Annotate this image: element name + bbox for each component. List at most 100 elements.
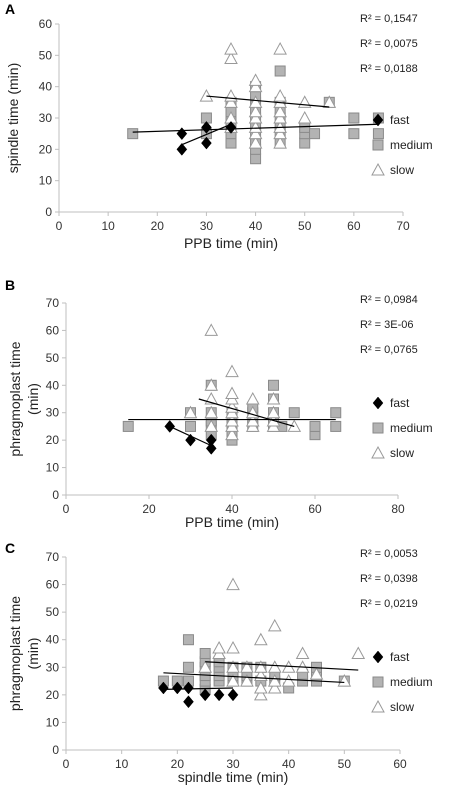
data-point-slow [225,413,239,427]
data-point-slow [226,660,240,673]
chart-panel-b: B 0 10 20 30 40 50 60 70 0 20 40 60 80 PPB time (min) p… [5,277,433,530]
trendline-fast [163,687,234,690]
data-point-medium [372,422,384,434]
data-point-medium [309,128,321,140]
x-tick-label: 80 [391,502,405,516]
y-tick-label: 20 [39,142,53,156]
x-tick-label: 50 [298,219,312,233]
trendline-medium [132,123,379,133]
x-tick-label: 10 [101,219,115,233]
data-point-fast [172,681,183,695]
data-point-slow [267,660,282,673]
y-tick-label: 10 [46,461,60,475]
data-point-slow [248,126,263,140]
y-tick-label: 30 [46,406,60,420]
data-point-slow [245,413,260,427]
legend-label-medium: medium [390,138,433,152]
chart-panel-a: A 0 10 20 30 40 50 60 0 10 20 30 40 50 60 70 PPB time (m… [5,1,433,251]
data-point-slow [198,660,213,673]
data-point-slow [225,386,239,400]
x-tick-label: 50 [338,757,352,771]
data-point-medium [372,139,384,151]
x-tick-label: 70 [396,219,410,233]
data-point-slow [351,646,366,659]
r2-label: R² = 0,0984 [360,294,418,306]
x-tick-label: 40 [225,502,239,516]
data-point-slow [281,674,296,687]
y-axis-label-line: phragmoplast time [7,596,23,711]
data-point-slow [248,110,263,124]
y-axis-label-line: (min) [25,383,41,415]
trendline-slow [205,661,359,671]
data-point-slow [295,646,310,659]
r2-label: R² = 0,0075 [360,38,418,50]
data-point-medium [330,420,342,432]
data-point-medium [185,420,196,432]
y-axis-label-line: phragmoplast time [7,341,23,456]
data-point-slow [371,445,385,459]
data-point-medium [330,407,342,419]
r2-label: R² = 0,0765 [360,344,418,356]
data-point-slow [199,89,214,102]
legend-label-fast: fast [390,113,410,127]
data-point-slow [226,674,240,687]
data-point-medium [299,121,311,133]
y-tick-label: 50 [39,48,53,62]
data-point-medium [372,128,384,140]
x-tick-label: 20 [151,219,165,233]
data-point-fast [201,136,212,150]
x-axis-label: PPB time (min) [185,514,279,530]
x-tick-label: 60 [393,757,407,771]
data-point-slow [248,136,263,149]
data-point-slow [212,640,226,654]
series-fast [176,121,237,156]
y-axis-label-line: spindle time (min) [5,63,21,173]
data-point-slow [224,89,238,102]
y-tick-label: 10 [39,174,53,188]
data-point-slow [297,110,312,124]
r2-label: R² = 0,0398 [360,573,418,585]
data-point-slow [273,126,287,140]
data-point-slow [273,104,287,118]
data-point-fast [176,127,188,141]
data-point-slow [226,640,240,654]
data-point-medium [299,137,311,149]
data-point-slow [322,95,337,108]
data-point-fast [199,688,211,702]
data-point-slow [240,660,254,673]
trendline-slow [206,95,330,108]
data-point-medium [199,648,211,659]
data-point-medium [182,661,194,673]
data-point-medium [268,379,279,391]
data-point-medium [122,420,134,432]
legend-label-medium: medium [390,675,433,689]
y-tick-label: 50 [46,351,60,365]
data-point-slow [224,51,238,64]
x-tick-label: 60 [308,502,322,516]
x-tick-label: 20 [142,502,156,516]
data-point-slow [273,89,287,102]
data-point-fast [372,650,384,664]
data-point-medium [348,112,360,124]
r2-label: R² = 0,0219 [360,598,418,610]
data-point-slow [253,687,268,701]
data-point-slow [266,405,281,419]
r2-label: R² = 0,1547 [360,13,418,25]
y-tick-label: 20 [46,688,60,702]
data-point-fast [183,681,194,695]
legend-label-slow: slow [390,163,414,177]
r2-label: R² = 0,0053 [360,548,418,560]
y-axis-label: spindle time (min) [5,63,21,173]
x-tick-label: 0 [63,757,70,771]
legend-label-fast: fast [390,650,410,664]
data-point-slow [337,674,352,687]
legend-label-medium: medium [390,421,433,435]
data-point-fast [372,113,384,127]
data-point-medium [274,65,286,77]
trendline-fast [181,123,232,146]
y-tick-label: 70 [46,550,60,564]
data-point-slow [248,73,263,86]
legend-label-slow: slow [390,446,414,460]
y-tick-label: 70 [46,296,60,310]
